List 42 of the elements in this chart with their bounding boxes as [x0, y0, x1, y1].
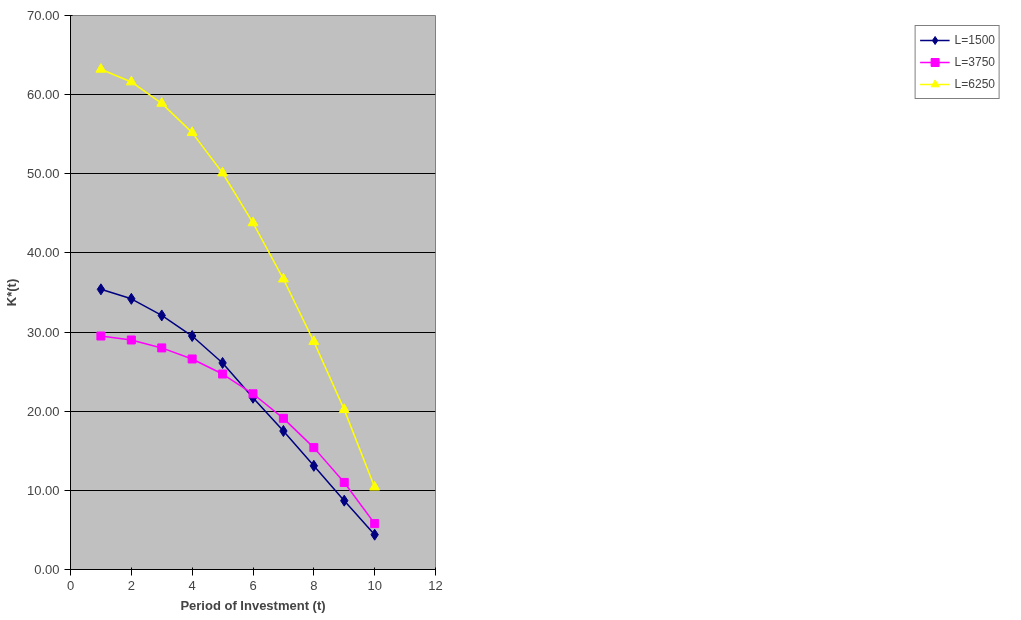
y-axis-title: K*(t): [3, 278, 19, 307]
x-tick-label: 2: [127, 577, 135, 593]
point: [186, 126, 198, 137]
y-tick-label: 50.00: [26, 166, 60, 182]
point: [279, 425, 288, 437]
y-tick-label: 0.00: [34, 562, 60, 577]
point: [308, 335, 320, 345]
x-tick-label: 12: [428, 577, 443, 593]
x-tick-label: 0: [66, 577, 75, 593]
legend-label: L=6250: [954, 77, 995, 91]
x-axis-title: Period of Investment (t): [180, 597, 326, 613]
point: [338, 403, 350, 414]
point: [125, 75, 137, 86]
legend-label: L=1500: [954, 33, 995, 47]
point: [277, 272, 289, 283]
point: [217, 166, 229, 177]
point: [157, 343, 167, 353]
legend-label: L=3750: [954, 55, 995, 69]
y-tick-label: 20.00: [26, 403, 60, 419]
x-tick-label: 4: [188, 577, 196, 593]
point: [247, 216, 259, 227]
point: [309, 443, 319, 453]
y-tick-label: 70.00: [26, 8, 60, 23]
x-tick-label: 6: [249, 577, 257, 593]
x-tick-label: 10: [367, 577, 382, 593]
x-tick-label: 8: [310, 577, 318, 593]
point: [369, 480, 381, 491]
point: [96, 283, 106, 296]
point: [95, 63, 107, 73]
point: [96, 331, 106, 341]
point: [339, 477, 349, 487]
point: [370, 519, 380, 529]
y-tick-label: 30.00: [26, 324, 60, 340]
point: [126, 335, 136, 345]
point: [156, 97, 168, 107]
y-tick-label: 60.00: [26, 87, 60, 103]
point: [248, 389, 258, 399]
point: [187, 354, 197, 364]
y-tick-label: 40.00: [26, 245, 60, 261]
point: [278, 413, 288, 423]
y-tick-label: 10.00: [26, 482, 60, 498]
point: [218, 369, 228, 379]
